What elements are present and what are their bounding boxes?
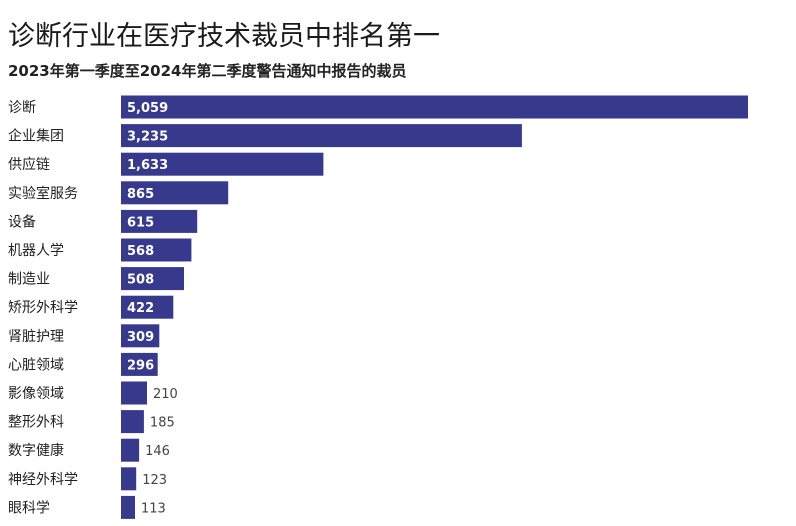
bar [121, 152, 324, 176]
data-label: 1,633 [127, 158, 168, 173]
data-label: 3,235 [127, 130, 168, 145]
data-label: 146 [145, 444, 170, 459]
bar [121, 495, 135, 519]
data-label: 422 [127, 301, 154, 316]
bar [121, 95, 748, 119]
bar [121, 410, 144, 434]
bar [121, 209, 198, 233]
category-label: 数字健康 [8, 442, 64, 459]
category-label: 诊断 [8, 100, 36, 116]
bar [121, 181, 229, 205]
data-label: 185 [150, 416, 175, 431]
bar [121, 324, 160, 348]
data-label: 615 [127, 215, 154, 230]
category-label: 肾脏护理 [8, 329, 64, 345]
bar [121, 267, 184, 291]
category-label: 影像领域 [8, 386, 64, 402]
category-label: 企业集团 [8, 128, 64, 145]
data-label: 210 [153, 387, 178, 402]
chart-title: 诊断行业在医疗技术裁员中排名第一 [8, 21, 440, 52]
chart-subtitle: 2023年第一季度至2024年第二季度警告通知中报告的裁员 [8, 62, 407, 80]
bar [121, 238, 192, 262]
bar [121, 352, 158, 376]
category-label: 设备 [8, 213, 36, 230]
data-label: 123 [142, 473, 167, 488]
data-label: 113 [141, 501, 166, 516]
data-label: 309 [127, 330, 154, 345]
data-label: 568 [127, 244, 154, 259]
bar [121, 381, 147, 405]
bar [121, 438, 140, 462]
category-label: 机器人学 [8, 243, 64, 259]
category-label: 供应链 [8, 156, 50, 173]
category-label: 整形外科 [8, 415, 64, 431]
category-label: 眼科学 [8, 500, 50, 516]
data-label: 865 [127, 187, 154, 202]
bar [121, 467, 137, 491]
category-label: 制造业 [8, 272, 50, 288]
category-label: 实验室服务 [8, 185, 78, 202]
category-label: 心脏领域 [8, 357, 64, 373]
data-label: 5,059 [127, 101, 168, 116]
category-label: 矫形外科学 [8, 300, 78, 316]
bar [121, 295, 174, 319]
data-label: 296 [127, 358, 154, 373]
data-label: 508 [127, 273, 154, 288]
category-label: 神经外科学 [8, 472, 78, 488]
bar [121, 124, 522, 148]
